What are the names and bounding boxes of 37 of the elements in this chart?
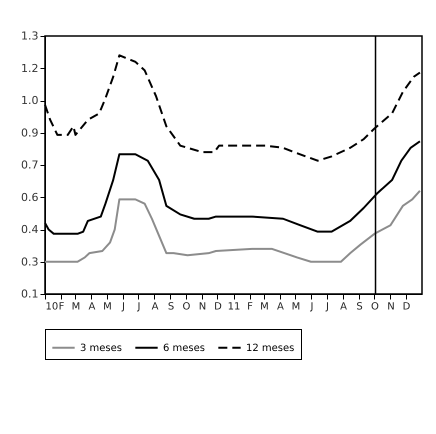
- y-tick-label: 1.0: [21, 94, 38, 107]
- x-tick-label: A: [277, 302, 284, 312]
- x-tick-label: J: [325, 302, 329, 312]
- x-tick-label: O: [182, 302, 191, 312]
- x-tick-label: N: [387, 302, 395, 312]
- x-tick-label: M: [72, 302, 80, 312]
- x-tick-label: 10: [46, 302, 58, 312]
- y-tick-label: 0.3: [21, 255, 38, 268]
- x-tick-label: J: [310, 302, 314, 312]
- y-tick-label: 0.4: [21, 223, 38, 236]
- y-tick-label: 0.1: [21, 288, 38, 300]
- y-tick-label: 0.7: [21, 158, 38, 172]
- legend-label: 6 meses: [163, 342, 206, 354]
- y-tick-label: 0.6: [21, 190, 38, 204]
- x-tick-label: J: [121, 302, 125, 312]
- x-tick-label: N: [198, 302, 206, 312]
- x-tick-label: F: [58, 302, 65, 312]
- x-tick-label: M: [103, 302, 112, 312]
- x-tick-label: 11: [228, 302, 240, 312]
- x-tick-label: S: [356, 302, 363, 312]
- y-tick-label: 0.9: [21, 126, 38, 140]
- line-series: [44, 190, 421, 263]
- x-tick-label: M: [260, 302, 269, 312]
- y-tick-label: 1.2: [21, 62, 38, 75]
- y-tick-label: 1.3: [21, 30, 38, 42]
- x-tick-label: D: [214, 302, 222, 312]
- x-tick-label: O: [371, 302, 380, 312]
- x-tick-label: S: [168, 302, 174, 312]
- x-tick-label: J: [136, 302, 140, 312]
- legend-label: 3 meses: [80, 342, 122, 354]
- x-tick-label: F: [247, 302, 254, 312]
- x-tick-label: A: [88, 302, 96, 312]
- legend-label: 12 meses: [246, 342, 294, 354]
- x-tick-label: A: [340, 302, 348, 312]
- x-tick-label: M: [292, 302, 300, 312]
- x-tick-label: A: [152, 302, 159, 312]
- x-tick-label: D: [402, 302, 411, 312]
